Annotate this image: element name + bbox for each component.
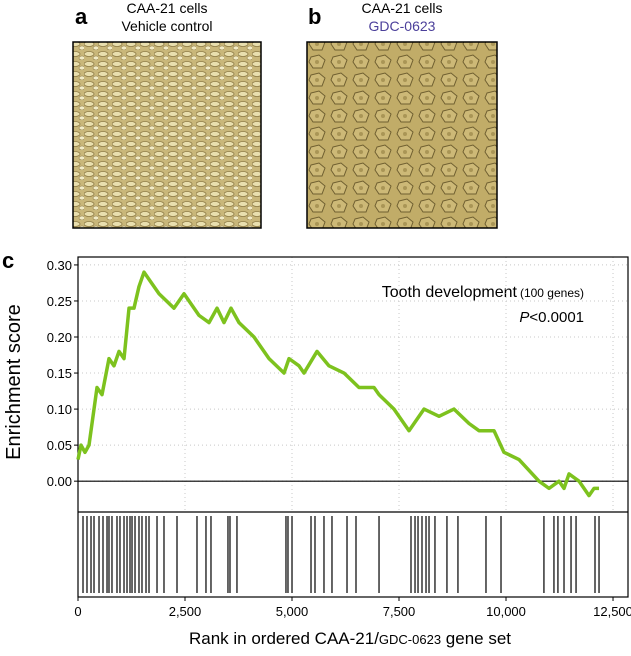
y-tick-label: 0.25 [47,294,72,309]
x-tick-label: 12,500 [593,604,631,619]
panel-caption: CAA-21 cells [362,0,443,16]
p-value: <0.0001 [529,309,584,326]
plot-frame [77,256,629,598]
y-tick-label: 0.10 [47,402,72,417]
annotation: Tooth development (100 genes) [382,284,584,301]
p-symbol: P [519,309,529,326]
y-axis-label: Enrichment score [3,304,25,460]
panel-caption: Vehicle control [121,18,212,34]
x-axis-label-part: gene set [441,629,511,648]
panel-caption: CAA-21 cells [127,0,208,16]
es-curve [76,270,600,498]
y-tick-label: 0.00 [47,474,72,489]
panel-caption: GDC-0623 [369,18,436,34]
annotation-genes: (100 genes) [520,286,584,300]
x-tick-label: 5,000 [276,604,309,619]
x-axis-label-part: GDC-0623 [379,632,441,647]
x-tick-label: 2,500 [169,604,202,619]
y-tick-label: 0.15 [47,366,72,381]
y-tick-label: 0.30 [47,258,72,273]
y-tick-label: 0.20 [47,330,72,345]
micrograph [72,41,262,229]
x-axis-label: Rank in ordered CAA-21/GDC-0623 gene set [189,629,511,648]
micrograph [306,41,498,229]
y-tick-label: 0.05 [47,438,72,453]
panel-label: a [75,4,88,29]
annotation-p: P<0.0001 [519,309,584,326]
panel-label: c [2,248,14,273]
panel-label: b [308,4,321,29]
x-tick-label: 0 [74,604,81,619]
x-tick-label: 10,000 [486,604,526,619]
x-tick-label: 7,500 [383,604,416,619]
x-axis-label-part: Rank in ordered CAA-21/ [189,629,379,648]
annotation-title: Tooth development [382,284,518,301]
